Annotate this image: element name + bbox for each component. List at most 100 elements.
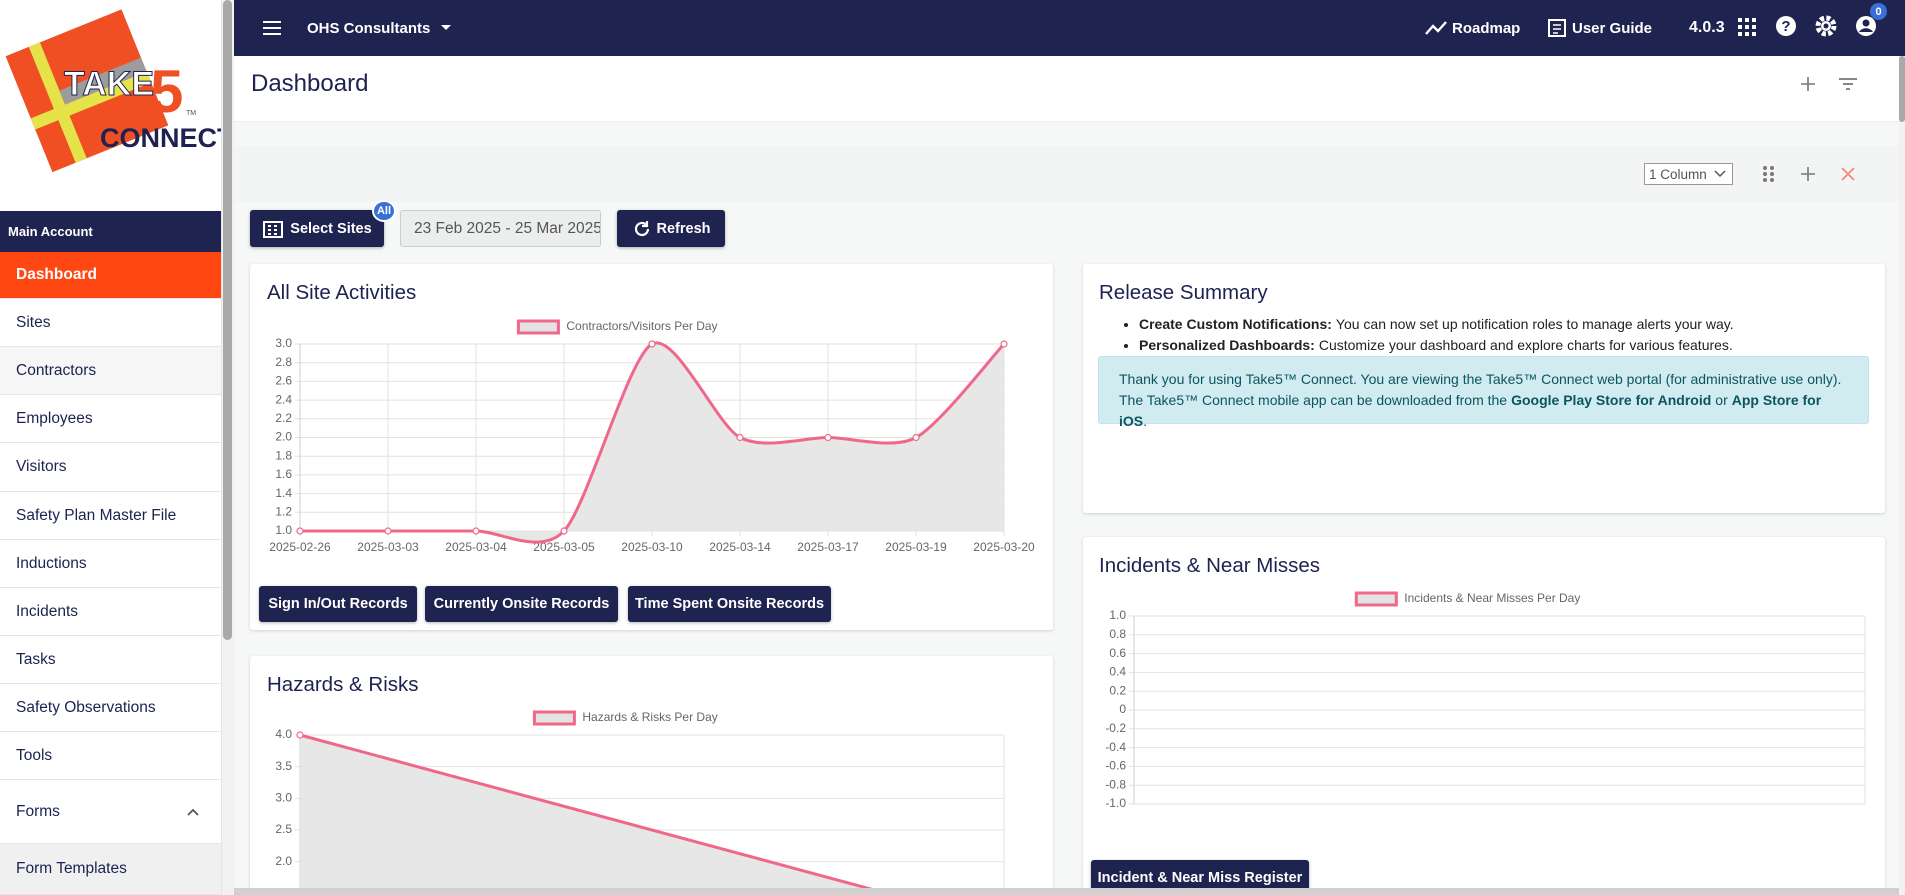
scrollbar-thumb[interactable] [223, 0, 232, 640]
y-tick-label: -0.2 [1105, 721, 1126, 735]
apps-icon[interactable] [1736, 16, 1758, 38]
info-line: Thank you for using Take5™ Connect. You … [1119, 371, 1842, 387]
release-item-heading: Create Custom Notifications: [1139, 316, 1332, 332]
data-point [824, 433, 832, 442]
x-tick-label: 2025-03-14 [709, 540, 771, 554]
x-tick-label: 2025-03-20 [973, 540, 1035, 554]
legend-swatch [532, 710, 576, 726]
layout-bar: 1 Column [234, 146, 1899, 202]
y-tick-label: 2.5 [275, 822, 292, 836]
add-icon[interactable] [1798, 74, 1818, 94]
remove-icon[interactable] [1838, 164, 1858, 184]
nav-label: Forms [16, 802, 60, 820]
nav-item[interactable]: Tools [0, 732, 221, 780]
account-icon[interactable] [1854, 14, 1878, 38]
select-sites-button[interactable]: Select Sites [250, 210, 384, 247]
record-button[interactable]: Sign In/Out Records [259, 586, 417, 622]
nav-item[interactable]: Safety Observations [0, 684, 221, 732]
x-tick-label: 2025-03-05 [533, 540, 595, 554]
data-point [560, 527, 568, 535]
v-scrollbar-thumb[interactable] [1899, 56, 1905, 122]
x-tick-label: 2025-03-19 [885, 540, 947, 554]
nav-item[interactable]: Inductions [0, 540, 221, 588]
y-tick-label: -1.0 [1105, 796, 1126, 810]
menu-icon[interactable] [261, 18, 283, 38]
legend-swatch [516, 319, 560, 335]
release-item-heading: Personalized Dashboards: [1139, 337, 1315, 353]
data-point [736, 433, 744, 442]
nav-item[interactable]: Tasks [0, 636, 221, 684]
y-tick-label: 3.0 [275, 791, 292, 805]
notification-badge: 0 [1870, 3, 1887, 20]
chevron[interactable] [186, 807, 200, 817]
settings-icon[interactable] [1814, 14, 1838, 38]
record-button[interactable]: Currently Onsite Records [425, 586, 618, 622]
refresh-text: Refresh [656, 220, 711, 237]
svg-text:?: ? [1781, 18, 1790, 35]
drag-icon[interactable] [1761, 164, 1777, 184]
y-tick-label: 0 [1119, 702, 1126, 716]
nav-item[interactable]: Employees [0, 395, 221, 443]
data-point [384, 527, 392, 535]
roadmap-link[interactable]: Roadmap [1424, 0, 1520, 56]
add-widget-icon[interactable] [1798, 164, 1818, 184]
y-tick-label: 1.0 [1109, 608, 1126, 622]
nav-item[interactable]: Contractors [0, 347, 221, 395]
user-guide-text: User Guide [1572, 19, 1653, 37]
select-sites-text: Select Sites [290, 220, 372, 237]
legend-label: Contractors/Visitors Per Day [566, 319, 717, 333]
nav-item[interactable]: Visitors [0, 443, 221, 492]
filter-icon[interactable] [1837, 74, 1859, 94]
info-text: or [1715, 392, 1728, 408]
v-scrollbar-track [1899, 56, 1905, 895]
nav-item[interactable]: Forms [0, 780, 221, 844]
incidents-card: -1.0 -0.8 -0.6 -0.4 -0.2 0 0.2 0.4 0.6 0.8 1.0 Inci… [1083, 537, 1885, 895]
org-name: OHS Consultants [307, 19, 431, 37]
y-tick-label: 4.0 [275, 727, 292, 741]
y-tick-label: -0.8 [1105, 777, 1126, 791]
nav-item[interactable]: Form Templates [0, 844, 221, 895]
y-tick-label: 2.4 [275, 392, 292, 406]
card-title: Release Summary [1099, 281, 1268, 304]
release-item-text: Customize your dashboard and explore cha… [1318, 337, 1733, 353]
refresh-button[interactable]: Refresh [617, 210, 725, 247]
logo-mark [5, 9, 169, 173]
ios-link[interactable]: App Store for iOS [1119, 392, 1822, 429]
card-title: Incidents & Near Misses [1099, 554, 1321, 577]
org-selector[interactable]: OHS Consultants [307, 0, 456, 56]
y-tick-label: 2.0 [275, 854, 292, 868]
info-text: . [1143, 413, 1148, 429]
nav-label: Inductions [16, 554, 87, 572]
column-select-text: 1 Column [1649, 166, 1707, 182]
nav-label: Tools [16, 746, 53, 764]
date-range-input[interactable]: 23 Feb 2025 - 25 Mar 2025 [400, 210, 601, 247]
data-point [1000, 340, 1008, 348]
y-tick-label: 0.8 [1109, 627, 1126, 641]
chart: 2025-02-26 2025-03-03 2025-03-04 2025-03-05… [269, 319, 1035, 554]
help-icon[interactable]: ? [1774, 14, 1798, 38]
y-tick-label: 0.2 [1109, 683, 1126, 697]
nav-label: Safety Observations [16, 698, 156, 716]
nav-item[interactable]: Safety Plan Master File [0, 492, 221, 540]
nav-label: Tasks [16, 650, 56, 668]
android-link[interactable]: Google Play Store for Android [1511, 392, 1712, 408]
h-scrollbar[interactable] [234, 888, 1899, 895]
data-point [296, 731, 304, 739]
x-tick-label: 2025-03-10 [621, 540, 683, 554]
data-point [912, 433, 920, 442]
nav-item[interactable]: Sites [0, 299, 221, 347]
nav-item[interactable]: Dashboard [0, 252, 221, 299]
user-guide-link[interactable]: User Guide [1546, 0, 1652, 56]
release-card: Release Summary Create Custom Notificati… [1083, 264, 1885, 513]
x-tick-label: 2025-03-17 [797, 540, 859, 554]
logo-take: TAKE [64, 65, 154, 103]
record-button[interactable]: Time Spent Onsite Records [628, 586, 831, 622]
column-select[interactable]: 1 Column [1644, 163, 1733, 185]
nav-item[interactable]: Incidents [0, 588, 221, 636]
legend-label: Incidents & Near Misses Per Day [1404, 591, 1580, 605]
release-item: Personalized Dashboards:Customize your d… [1139, 335, 1829, 356]
x-tick-label: 2025-03-04 [445, 540, 507, 554]
y-tick-label: 0.6 [1109, 646, 1126, 660]
nav-label: Employees [16, 409, 93, 427]
data-point [472, 527, 480, 535]
